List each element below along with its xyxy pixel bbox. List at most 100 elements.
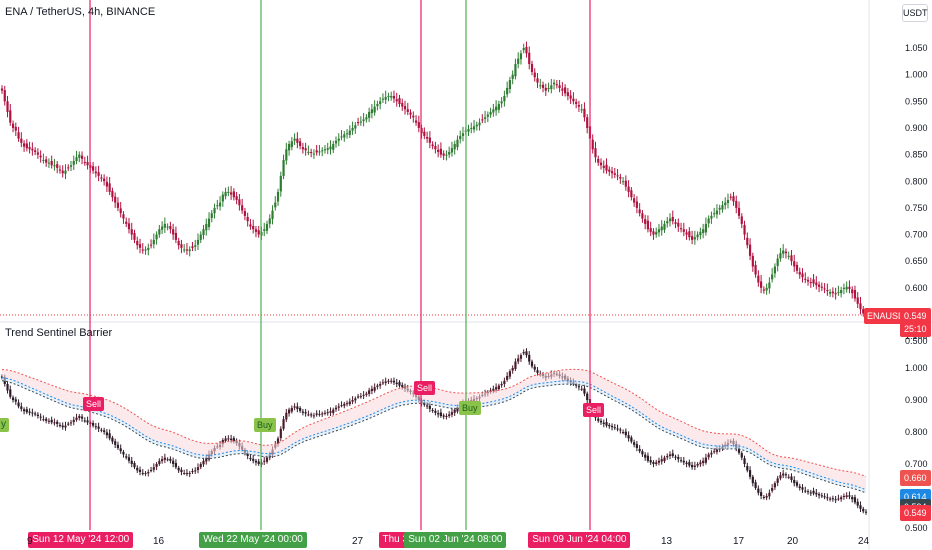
candle-body — [194, 245, 197, 247]
candle-body — [340, 405, 343, 407]
time-tag-buy: Sun 02 Jun '24 08:00 — [404, 532, 507, 548]
candle-body — [823, 288, 826, 290]
candle-body — [608, 169, 611, 172]
candle-body — [790, 255, 793, 262]
candle-body — [442, 415, 445, 417]
candle-body — [3, 90, 6, 102]
candle-body — [412, 115, 415, 118]
candle-body — [575, 101, 578, 104]
candle-body — [158, 229, 161, 235]
candle-body — [760, 492, 763, 496]
candle-body — [318, 151, 321, 153]
candle-body — [862, 508, 865, 512]
candle-body — [525, 46, 528, 54]
candle-body — [315, 413, 318, 415]
candle-body — [561, 88, 564, 91]
candle-body — [445, 154, 448, 156]
candle-body — [826, 497, 829, 499]
candle-body — [724, 202, 727, 206]
candle-body — [216, 205, 219, 207]
candle-body — [163, 457, 166, 460]
time-axis-tick: 9 — [27, 536, 33, 547]
candle-body — [666, 456, 669, 458]
candle-body — [265, 457, 269, 462]
candle-body — [679, 460, 683, 462]
candle-body — [782, 473, 785, 476]
candle-body — [652, 231, 655, 235]
sell-signal-label: Sell — [583, 403, 605, 417]
candle-body — [820, 495, 823, 497]
candle-body — [345, 133, 349, 135]
candle-body — [627, 435, 630, 439]
candle-body — [155, 234, 158, 240]
candle-body — [859, 303, 862, 310]
candle-body — [133, 232, 136, 240]
candle-body — [757, 488, 760, 493]
candle-body — [103, 178, 106, 182]
indicator-upper-tag: 0.660 — [900, 469, 931, 486]
candle-body — [114, 441, 117, 445]
candle-body — [737, 448, 741, 453]
candle-body — [31, 412, 34, 414]
candle-body — [365, 117, 368, 120]
candle-body — [401, 384, 404, 388]
candle-body — [326, 412, 329, 414]
candle-body — [583, 108, 586, 118]
candle-body — [310, 151, 313, 154]
candle-body — [163, 223, 166, 228]
countdown-tag: 25:10 — [900, 321, 931, 338]
candle-body — [787, 476, 790, 478]
candle-body — [544, 87, 547, 91]
candle-body — [28, 147, 31, 150]
candle-body — [762, 289, 765, 291]
candle-body — [356, 396, 360, 398]
candle-body — [155, 464, 158, 467]
candle-body — [635, 201, 638, 208]
currency-button[interactable]: USDT — [902, 4, 928, 22]
candle-body — [169, 226, 172, 230]
candles-indicator — [0, 348, 868, 515]
candle-body — [702, 229, 705, 233]
candle-body — [307, 151, 310, 153]
candle-body — [296, 138, 299, 143]
candle-body — [265, 223, 269, 231]
candle-body — [851, 289, 854, 294]
candle-body — [0, 88, 4, 91]
candle-body — [307, 414, 310, 416]
candle-body — [423, 131, 426, 136]
candle-body — [633, 442, 636, 445]
candle-body — [9, 389, 12, 397]
candle-body — [765, 496, 768, 498]
candle-body — [497, 385, 500, 390]
candle-body — [845, 286, 848, 290]
candle-body — [649, 460, 652, 463]
candle-body — [172, 229, 175, 235]
candle-body — [351, 400, 354, 402]
candle-body — [149, 244, 153, 246]
candle-body — [172, 460, 175, 464]
candle-body — [511, 368, 514, 371]
candle-body — [180, 244, 183, 248]
candle-body — [517, 358, 520, 362]
candle-body — [817, 284, 821, 287]
candle-body — [483, 117, 487, 119]
candle-body — [362, 394, 365, 396]
price-axis-tick: 1.000 — [905, 70, 928, 80]
candle-body — [635, 444, 638, 448]
candle-body — [31, 148, 34, 151]
candle-body — [616, 175, 619, 177]
candle-body — [174, 232, 178, 240]
candle-body — [53, 165, 56, 167]
candle-body — [75, 417, 78, 420]
candle-body — [517, 58, 520, 64]
candle-body — [194, 470, 197, 472]
candle-body — [815, 282, 818, 286]
candle-body — [569, 95, 572, 99]
candles-main — [0, 41, 868, 320]
candle-body — [837, 292, 840, 294]
candle-body — [437, 149, 440, 152]
candle-body — [599, 162, 603, 166]
candle-body — [387, 380, 390, 382]
candle-body — [395, 382, 398, 384]
